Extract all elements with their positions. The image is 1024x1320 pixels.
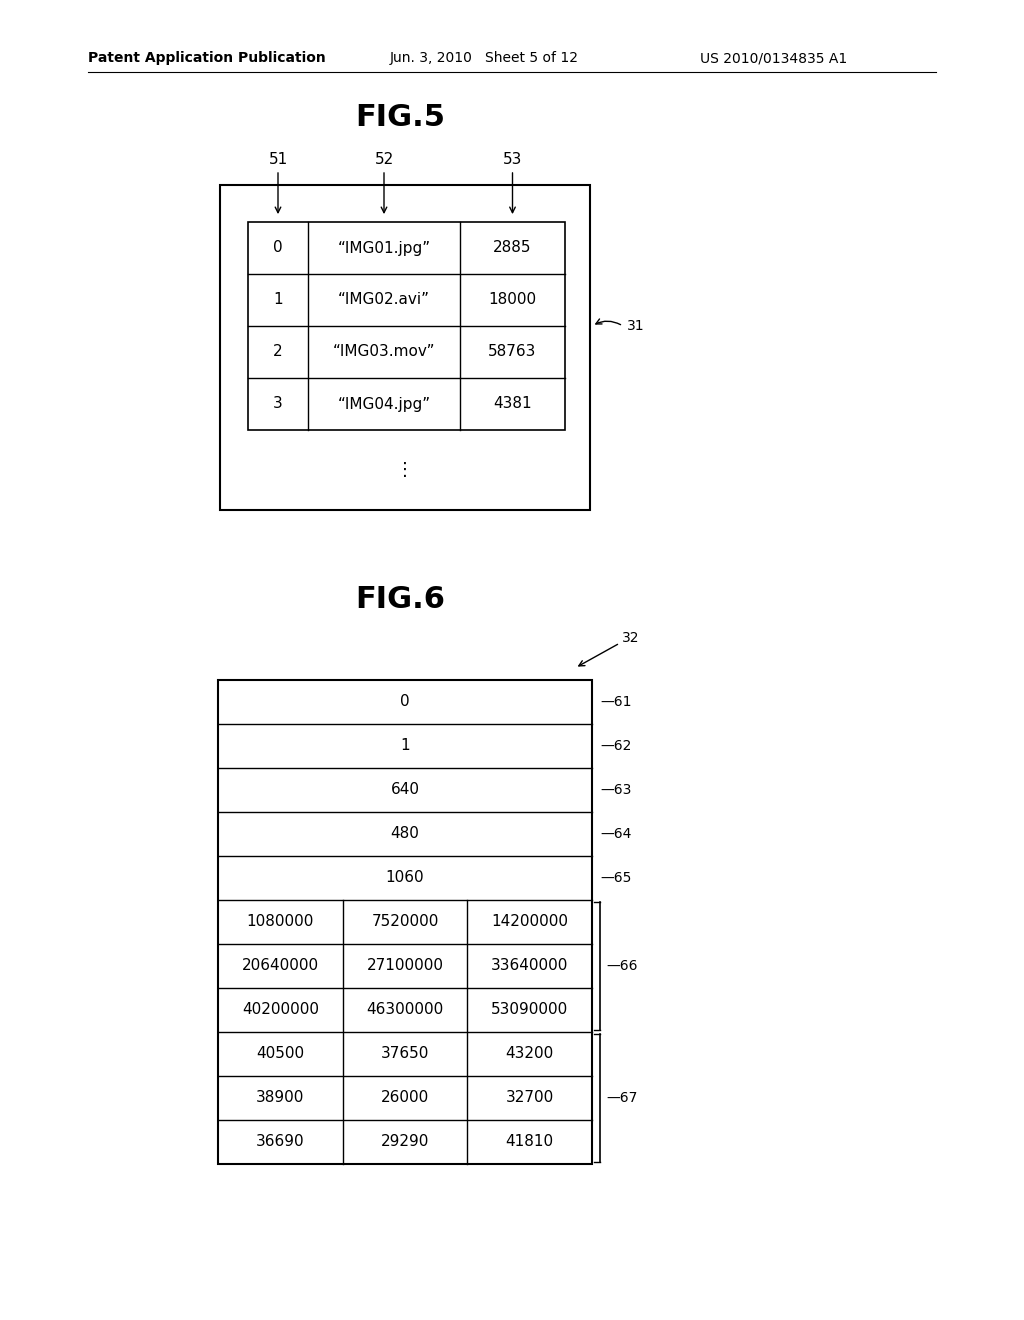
Text: 33640000: 33640000 (490, 958, 568, 974)
Text: 1: 1 (400, 738, 410, 754)
Text: —61: —61 (600, 696, 632, 709)
Text: 51: 51 (268, 153, 288, 168)
Text: 4381: 4381 (494, 396, 531, 412)
Text: 43200: 43200 (506, 1047, 554, 1061)
Text: FIG.5: FIG.5 (355, 103, 445, 132)
Text: 2885: 2885 (494, 240, 531, 256)
Text: “IMG02.avi”: “IMG02.avi” (338, 293, 430, 308)
Bar (220, 185, 590, 510)
Text: —62: —62 (600, 739, 632, 752)
Bar (248, 222, 565, 430)
Text: —65: —65 (600, 871, 632, 884)
Text: 14200000: 14200000 (492, 915, 568, 929)
Text: 41810: 41810 (506, 1134, 554, 1150)
Text: Patent Application Publication: Patent Application Publication (88, 51, 326, 65)
Text: 40500: 40500 (256, 1047, 304, 1061)
Text: 46300000: 46300000 (367, 1002, 443, 1018)
Text: 31: 31 (627, 319, 645, 333)
Text: 36690: 36690 (256, 1134, 305, 1150)
Text: 18000: 18000 (488, 293, 537, 308)
Text: “IMG04.jpg”: “IMG04.jpg” (338, 396, 430, 412)
Text: 27100000: 27100000 (367, 958, 443, 974)
Text: 640: 640 (390, 783, 420, 797)
Text: 53: 53 (503, 153, 522, 168)
Text: 1080000: 1080000 (247, 915, 314, 929)
Text: 0: 0 (400, 694, 410, 710)
Text: 58763: 58763 (488, 345, 537, 359)
Text: 26000: 26000 (381, 1090, 429, 1106)
Text: —66: —66 (606, 960, 638, 973)
Text: 0: 0 (273, 240, 283, 256)
Bar (218, 680, 592, 1164)
Text: —64: —64 (600, 828, 632, 841)
Text: “IMG03.mov”: “IMG03.mov” (333, 345, 435, 359)
Text: FIG.6: FIG.6 (355, 586, 445, 615)
Text: 2: 2 (273, 345, 283, 359)
Text: Jun. 3, 2010   Sheet 5 of 12: Jun. 3, 2010 Sheet 5 of 12 (390, 51, 579, 65)
Text: 38900: 38900 (256, 1090, 304, 1106)
Text: —67: —67 (606, 1092, 637, 1105)
Text: 29290: 29290 (381, 1134, 429, 1150)
Text: 3: 3 (273, 396, 283, 412)
Text: 37650: 37650 (381, 1047, 429, 1061)
Text: 1: 1 (273, 293, 283, 308)
Text: 53090000: 53090000 (492, 1002, 568, 1018)
Text: 7520000: 7520000 (372, 915, 438, 929)
Text: US 2010/0134835 A1: US 2010/0134835 A1 (700, 51, 847, 65)
Text: 20640000: 20640000 (242, 958, 318, 974)
Text: 480: 480 (390, 826, 420, 842)
Text: 32700: 32700 (506, 1090, 554, 1106)
Text: ⋮: ⋮ (396, 461, 414, 479)
Text: 32: 32 (622, 631, 640, 645)
Text: 1060: 1060 (386, 870, 424, 886)
Text: —63: —63 (600, 783, 632, 797)
Text: 52: 52 (375, 153, 393, 168)
Text: 40200000: 40200000 (242, 1002, 318, 1018)
Text: “IMG01.jpg”: “IMG01.jpg” (338, 240, 430, 256)
